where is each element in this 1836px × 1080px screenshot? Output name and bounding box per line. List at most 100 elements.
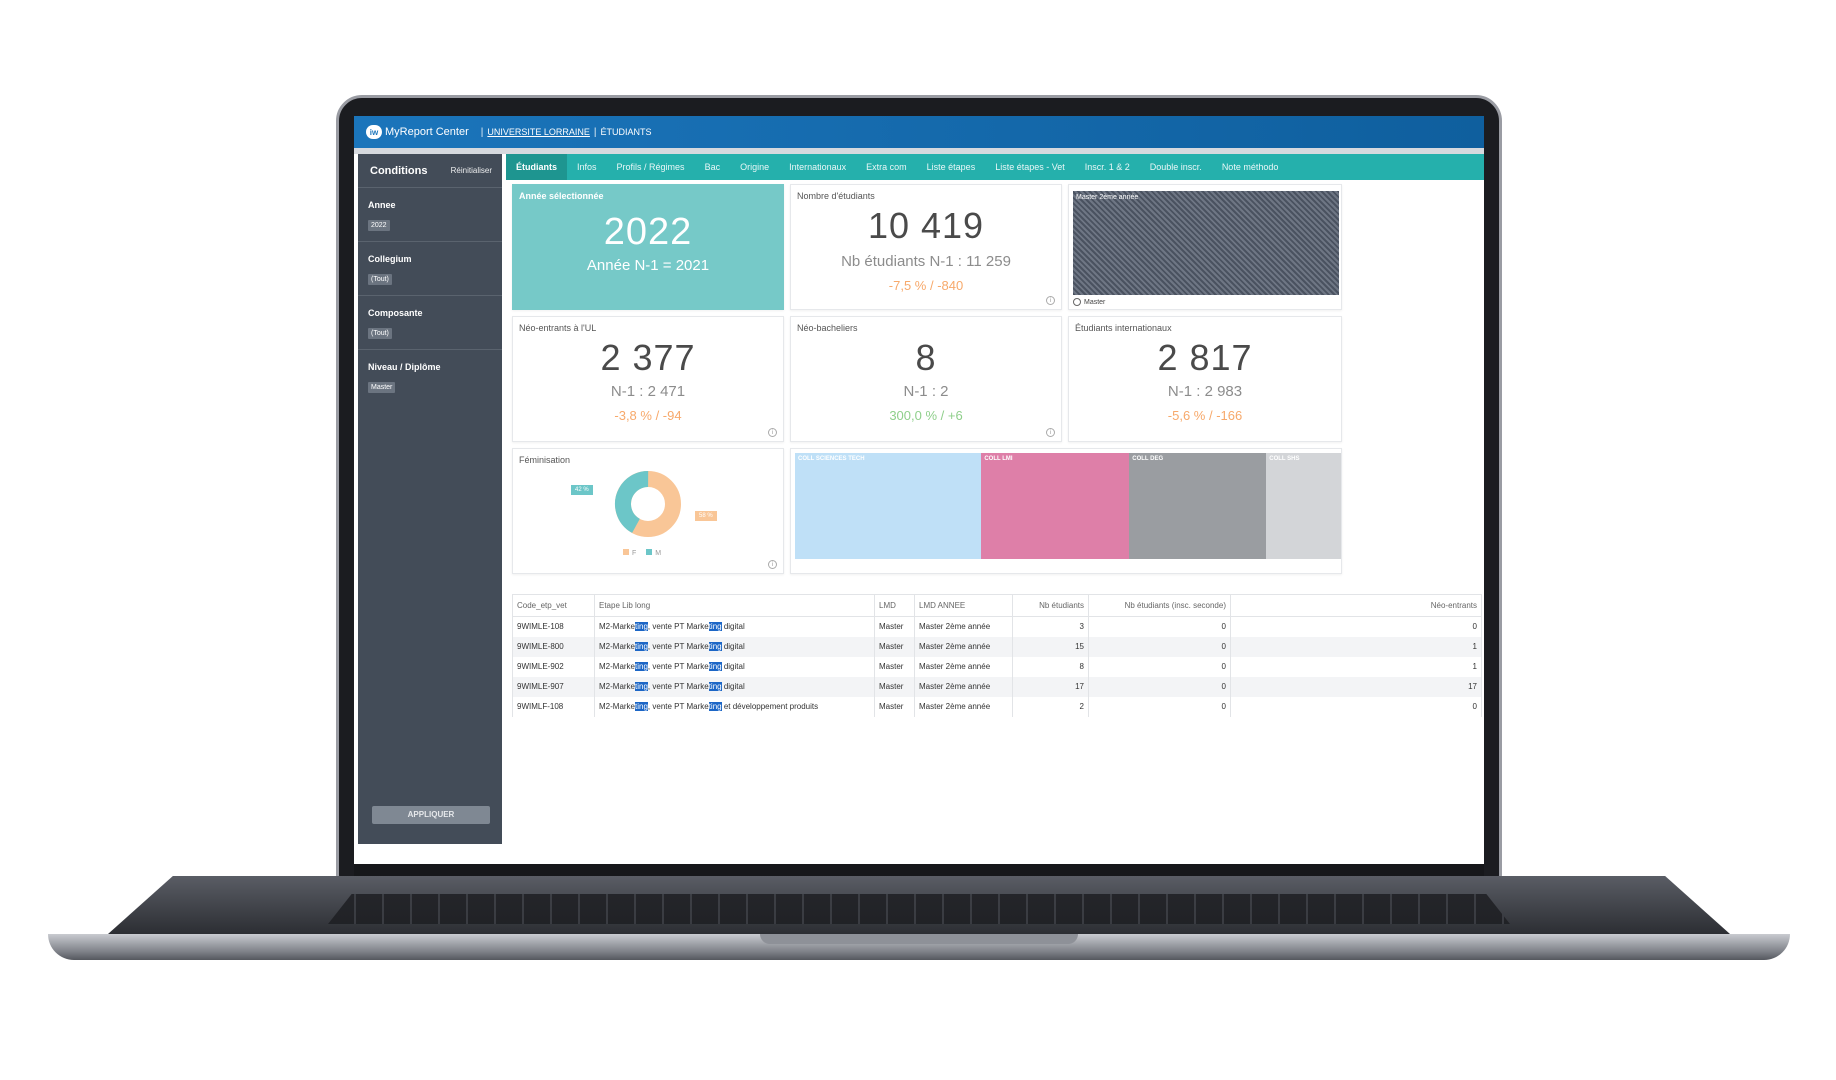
table-row[interactable]: 9WIMLE-902 M2-Marketing, vente PT Marketi… xyxy=(512,656,1482,677)
info-icon[interactable]: i xyxy=(768,428,777,437)
tab-extra-com[interactable]: Extra com xyxy=(866,162,907,172)
breadcrumb-separator: | xyxy=(480,126,484,138)
lib-part: , vente PT Marke xyxy=(647,642,709,651)
students-count-value: 10 419 xyxy=(867,205,985,246)
tab-etudiants[interactable]: Étudiants xyxy=(506,154,568,180)
cell-neo: 1 xyxy=(1230,636,1482,657)
filter-niveau: Niveau / Diplôme Master xyxy=(358,350,502,404)
filter-composante-select[interactable]: (Tout) xyxy=(368,328,392,339)
col-lmd[interactable]: LMD xyxy=(874,594,915,617)
table-row[interactable]: 9WIMLE-907 M2-Marketing, vente PT Marketi… xyxy=(512,676,1482,697)
treemap-label: COLL LMI xyxy=(984,456,1013,462)
neo-entrants-card: Néo-entrants à l'UL 2 377 N-1 : 2 471 -3… xyxy=(512,316,784,442)
lib-part: et développement produits xyxy=(721,702,819,711)
filter-collegium-select[interactable]: (Tout) xyxy=(368,274,392,285)
cell-lmd: Master xyxy=(874,696,915,717)
search-highlight: ting xyxy=(635,662,648,671)
cell-code: 9WIMLE-902 xyxy=(512,656,595,677)
table-row[interactable]: 9WIMLF-108 M2-Marketing, vente PT Marketi… xyxy=(512,696,1482,717)
pct-f-label: 58 % xyxy=(695,511,717,521)
tab-internationaux[interactable]: Internationaux xyxy=(789,162,847,172)
cell-lib: M2-Marketing, vente PT Marketing et déve… xyxy=(594,696,875,717)
tab-inscr[interactable]: Inscr. 1 & 2 xyxy=(1084,162,1130,172)
info-icon[interactable]: i xyxy=(1046,296,1055,305)
cell-code: 9WIMLE-108 xyxy=(512,616,595,637)
tab-origine[interactable]: Origine xyxy=(740,162,770,172)
cell-neo: 0 xyxy=(1230,616,1482,637)
filter-collegium: Collegium (Tout) xyxy=(358,242,502,296)
filter-niveau-select[interactable]: Master xyxy=(368,382,396,393)
reset-button[interactable]: Réinitialiser xyxy=(450,166,492,175)
col-code[interactable]: Code_etp_vet xyxy=(512,594,595,617)
international-value: 2 817 xyxy=(1157,337,1253,378)
col-nb2[interactable]: Nb étudiants (insc. seconde) xyxy=(1088,594,1231,617)
search-highlight: ting xyxy=(635,642,648,651)
treemap-cell-shs[interactable]: COLL SHS xyxy=(1266,453,1341,559)
filter-label: Niveau / Diplôme xyxy=(368,362,441,372)
conditions-sidebar: Conditions Réinitialiser Annee 2022 Coll… xyxy=(358,154,502,844)
lib-part: M2-Marke xyxy=(599,702,636,711)
table-row[interactable]: 9WIMLE-800 M2-Marketing, vente PT Marketi… xyxy=(512,636,1482,657)
app-logo-text: MyReport Center xyxy=(385,126,469,138)
cell-lib: M2-Marketing, vente PT Marketing digital xyxy=(594,656,875,677)
master-hatched-area[interactable]: Master 2ème année xyxy=(1073,191,1339,295)
legend-f-label: F xyxy=(632,550,637,557)
cell-annee: Master 2ème année xyxy=(914,696,1013,717)
card-title: Néo-bacheliers xyxy=(797,323,858,333)
col-annee[interactable]: LMD ANNEE xyxy=(914,594,1013,617)
international-students-card: Étudiants internationaux 2 817 N-1 : 2 9… xyxy=(1068,316,1342,442)
tab-infos[interactable]: Infos xyxy=(577,162,597,172)
card-title: Féminisation xyxy=(519,455,571,465)
lib-part: digital xyxy=(721,662,745,671)
collegium-treemap: COLL SCIENCES TECH COLL LMI COLL DEG COL… xyxy=(795,453,1341,559)
selected-year-value: 2022 xyxy=(603,211,693,253)
cell-nb2: 0 xyxy=(1088,656,1231,677)
students-delta: -7,5 % / -840 xyxy=(888,278,964,293)
tab-profils-regimes[interactable]: Profils / Régimes xyxy=(616,162,685,172)
col-lib[interactable]: Etape Lib long xyxy=(594,594,875,617)
search-highlight: ting xyxy=(708,682,722,691)
treemap-cell-deg[interactable]: COLL DEG xyxy=(1129,453,1267,559)
apply-button[interactable]: APPLIQUER xyxy=(372,806,490,824)
breadcrumb-university-link[interactable]: UNIVERSITE LORRAINE xyxy=(487,127,590,137)
international-delta: -5,6 % / -166 xyxy=(1167,408,1243,423)
tab-liste-etapes-vet[interactable]: Liste étapes - Vet xyxy=(995,162,1065,172)
lib-part: , vente PT Marke xyxy=(647,702,709,711)
lib-part: M2-Marke xyxy=(599,662,636,671)
collegium-treemap-card: COLL SCIENCES TECH COLL LMI COLL DEG COL… xyxy=(790,448,1342,574)
sidebar-title: Conditions xyxy=(370,164,428,177)
logo-icon: iw xyxy=(366,125,382,139)
feminisation-donut[interactable] xyxy=(613,469,683,539)
neo-entrants-previous: N-1 : 2 471 xyxy=(610,383,686,400)
treemap-cell-lmi[interactable]: COLL LMI xyxy=(981,453,1130,559)
cell-neo: 17 xyxy=(1230,676,1482,697)
tab-liste-etapes[interactable]: Liste étapes xyxy=(926,162,976,172)
table-row[interactable]: 9WIMLE-108 M2-Marketing, vente PT Marketi… xyxy=(512,616,1482,637)
cell-code: 9WIMLE-800 xyxy=(512,636,595,657)
legend-label: Master xyxy=(1084,298,1106,306)
info-icon[interactable]: i xyxy=(768,560,777,569)
card-title: Année sélectionnée xyxy=(519,191,604,201)
search-highlight: ting xyxy=(635,682,648,691)
col-neo[interactable]: Néo-entrants xyxy=(1230,594,1482,617)
search-highlight: ting xyxy=(708,662,722,671)
info-icon[interactable]: i xyxy=(1046,428,1055,437)
tab-double-inscr[interactable]: Double inscr. xyxy=(1149,162,1202,172)
lib-part: digital xyxy=(721,642,745,651)
master-level-card: Master 2ème année Master xyxy=(1068,184,1342,310)
legend-f: F xyxy=(623,549,636,557)
treemap-cell-sciences-tech[interactable]: COLL SCIENCES TECH xyxy=(795,453,982,559)
students-previous-text: Nb étudiants N-1 : 11 259 xyxy=(841,253,1011,270)
card-title: Étudiants internationaux xyxy=(1075,323,1172,333)
col-nb[interactable]: Nb étudiants xyxy=(1012,594,1089,617)
cell-lib: M2-Marketing, vente PT Marketing digital xyxy=(594,676,875,697)
tab-note-methodo[interactable]: Note méthodo xyxy=(1221,162,1279,172)
cell-lib: M2-Marketing, vente PT Marketing digital xyxy=(594,616,875,637)
filter-annee-select[interactable]: 2022 xyxy=(368,220,390,231)
neo-bacheliers-delta: 300,0 % / +6 xyxy=(889,408,963,423)
treemap-label: COLL SHS xyxy=(1269,456,1300,462)
cell-annee: Master 2ème année xyxy=(914,616,1013,637)
tab-bac[interactable]: Bac xyxy=(704,162,721,172)
feminisation-card: Féminisation 42 % 58 % F M i xyxy=(512,448,784,574)
laptop-keyboard xyxy=(328,894,1510,924)
